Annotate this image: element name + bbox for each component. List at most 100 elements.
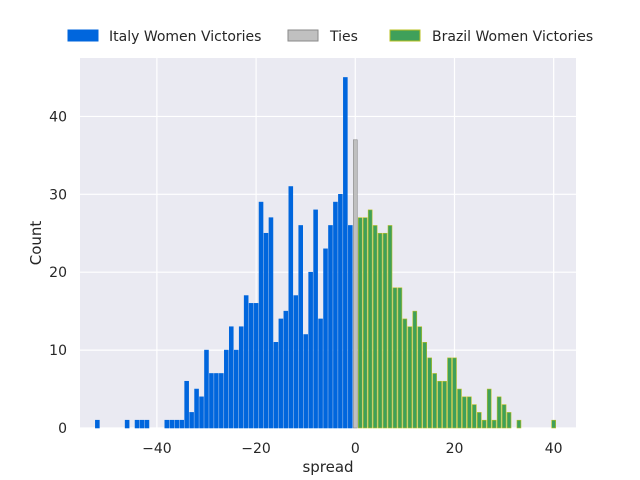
bar <box>412 310 418 429</box>
x-tick-label: 40 <box>545 441 563 457</box>
bar <box>506 412 512 429</box>
legend-swatch <box>67 29 99 42</box>
bar <box>238 326 244 429</box>
bar <box>432 373 437 429</box>
bar <box>224 349 229 429</box>
bar <box>476 412 482 429</box>
bar <box>452 357 457 429</box>
bar <box>362 217 368 429</box>
bar <box>209 373 214 429</box>
x-tick-labels: −40 −20 0 20 40 <box>142 441 562 457</box>
legend-label: Brazil Women Victories <box>432 29 593 45</box>
bar <box>258 201 264 429</box>
bar <box>402 318 408 429</box>
bars <box>95 77 556 429</box>
bar <box>283 310 289 429</box>
y-tick-label: 20 <box>49 265 67 281</box>
x-tick-label: 0 <box>351 441 360 457</box>
bar <box>243 295 249 429</box>
bar <box>372 225 378 429</box>
bar <box>447 357 452 429</box>
x-tick-label: −20 <box>241 441 271 457</box>
bar <box>144 419 150 429</box>
bar <box>219 373 224 429</box>
legend-label: Ties <box>329 29 358 45</box>
bar <box>387 225 393 429</box>
bar <box>343 77 348 429</box>
bar <box>204 349 209 429</box>
bar <box>233 349 239 429</box>
bar <box>352 139 358 429</box>
bar <box>308 271 313 429</box>
bar <box>491 419 497 429</box>
bar <box>377 232 383 429</box>
bar <box>481 419 487 429</box>
bar <box>278 318 284 429</box>
bar <box>442 380 447 429</box>
x-tick-label: 20 <box>446 441 464 457</box>
legend: Italy Women Victories Ties Brazil Women Vi… <box>67 29 593 45</box>
y-axis-label: Count <box>27 221 45 266</box>
bar <box>194 388 199 429</box>
bar <box>407 326 413 429</box>
plot-area <box>80 58 576 428</box>
bar <box>457 388 462 429</box>
bar <box>467 396 472 429</box>
grid-lines <box>80 58 576 429</box>
bar <box>501 404 507 429</box>
bar <box>427 357 432 429</box>
bar <box>392 287 398 429</box>
bar <box>164 419 170 429</box>
bar <box>214 373 219 429</box>
bar <box>248 303 254 429</box>
bar <box>422 342 428 429</box>
bar <box>338 194 343 429</box>
bar <box>382 232 388 429</box>
legend-label: Italy Women Victories <box>109 29 261 45</box>
bar <box>496 396 502 429</box>
legend-swatch <box>389 29 421 42</box>
y-tick-labels: 0 10 20 30 40 <box>49 109 67 437</box>
bar <box>179 419 184 429</box>
bar <box>268 217 274 429</box>
bar <box>263 232 269 429</box>
bar <box>328 225 333 429</box>
y-tick-label: 10 <box>49 343 67 359</box>
y-tick-label: 0 <box>58 421 67 437</box>
bar <box>486 388 492 429</box>
bar <box>313 209 318 429</box>
legend-swatch <box>287 29 319 42</box>
bar <box>95 419 100 429</box>
bar <box>462 396 467 429</box>
bar <box>174 419 180 429</box>
bar <box>323 248 328 429</box>
bar <box>318 318 323 429</box>
bar <box>397 287 403 429</box>
bar <box>189 412 194 429</box>
x-axis-label: spread <box>302 458 353 476</box>
bar <box>253 303 259 429</box>
bar <box>273 342 279 429</box>
bar <box>199 396 204 429</box>
bar <box>134 419 140 429</box>
y-tick-label: 30 <box>49 187 67 203</box>
bar <box>367 209 373 429</box>
bar <box>472 404 477 429</box>
bar <box>357 217 363 429</box>
bar <box>124 419 130 429</box>
bar <box>293 295 299 429</box>
bar <box>333 201 338 429</box>
bar <box>516 419 522 429</box>
bar <box>551 419 556 429</box>
y-tick-label: 40 <box>49 109 67 125</box>
bar <box>303 334 308 429</box>
bar <box>139 419 145 429</box>
bar <box>417 326 423 429</box>
bar <box>298 225 304 429</box>
bar <box>437 380 442 429</box>
bar <box>288 186 294 429</box>
x-tick-label: −40 <box>142 441 172 457</box>
bar <box>228 326 234 429</box>
bar <box>184 380 189 429</box>
